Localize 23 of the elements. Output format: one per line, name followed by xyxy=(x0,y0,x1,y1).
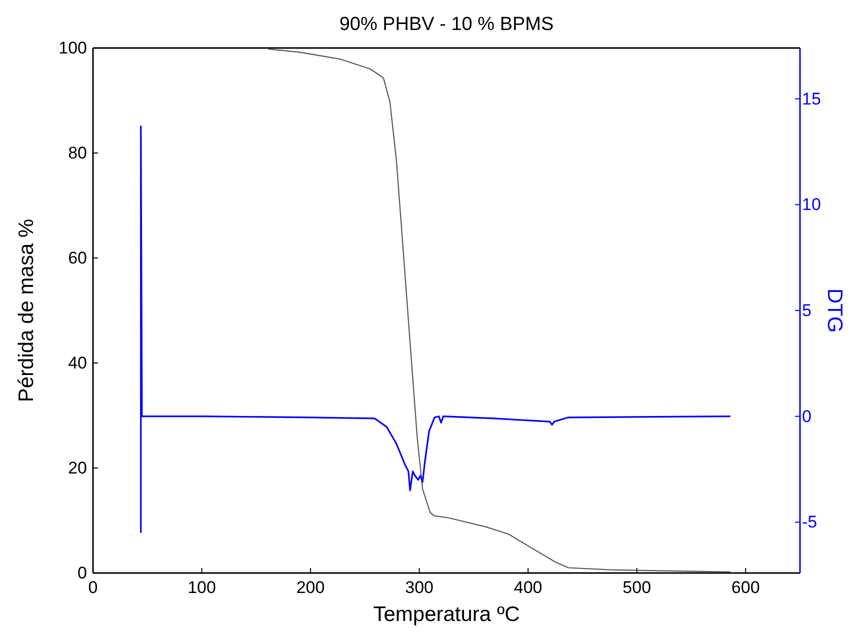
y2-axis-title: DTG xyxy=(823,288,846,333)
y-tick-label: 40 xyxy=(68,353,87,372)
y2-tick-label: -5 xyxy=(802,512,818,532)
x-axis-title: Temperatura ºC xyxy=(373,603,520,626)
y-tick-label: 100 xyxy=(58,38,87,58)
x-tick-label: 300 xyxy=(405,578,434,597)
y2-tick-label: 0 xyxy=(802,406,812,426)
x-tick-label: 200 xyxy=(296,578,325,597)
y-axis-title: Pérdida de masa % xyxy=(15,218,38,402)
y-tick-label: 60 xyxy=(68,248,87,268)
y2-tick-label: 15 xyxy=(802,89,821,108)
y2-tick-label: 10 xyxy=(802,195,821,214)
y-tick-label: 80 xyxy=(68,143,87,162)
y-tick-label: 20 xyxy=(68,458,87,478)
x-tick-label: 400 xyxy=(514,578,542,597)
x-tick-label: 500 xyxy=(622,578,652,597)
y-tick-label: 0 xyxy=(78,563,87,582)
x-tick-label: 600 xyxy=(731,578,760,597)
line-series xyxy=(140,126,732,534)
line-series xyxy=(268,48,731,572)
chart-title: 90% PHBV - 10 % BPMS xyxy=(339,14,554,35)
x-tick-label: 100 xyxy=(188,578,216,597)
y2-tick-label: 5 xyxy=(802,300,812,320)
